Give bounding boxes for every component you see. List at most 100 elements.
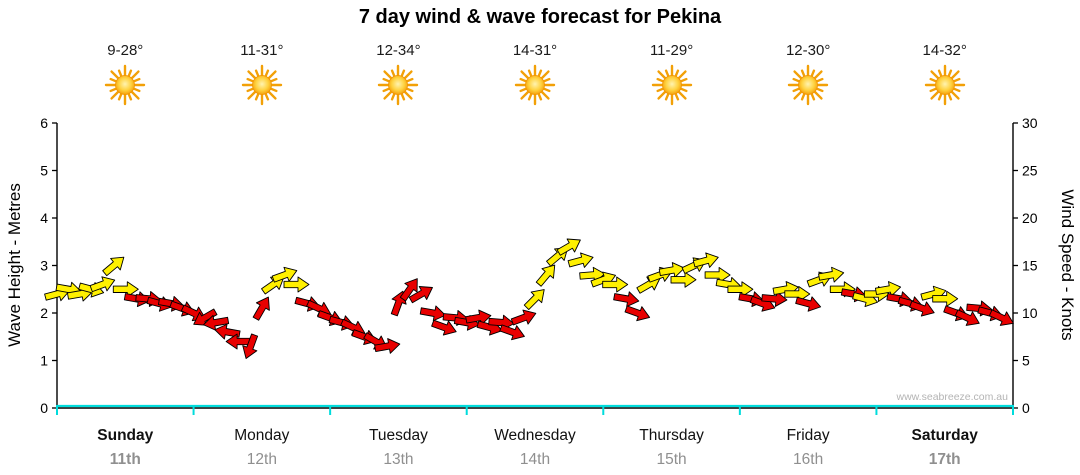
sun-ray <box>793 70 803 80</box>
x-axis-day-labels: Sunday 11th Monday 12th Tuesday 13th Wednesday… <box>97 427 978 468</box>
sun-ray <box>676 90 687 100</box>
day-date-label: 11th <box>110 451 141 468</box>
wind-arrow <box>408 286 433 304</box>
sun-icon <box>651 64 692 106</box>
sun-ray <box>246 87 255 93</box>
sun-ray <box>815 77 824 83</box>
sun-ray <box>542 77 551 83</box>
sun-ray <box>673 69 679 78</box>
wind-arrow <box>727 281 754 298</box>
sun-icon <box>378 64 419 106</box>
wind-arrow <box>636 276 661 294</box>
wind-arrow <box>261 276 285 295</box>
sun-core <box>251 75 272 95</box>
sun-ray <box>382 77 392 83</box>
sun-ray <box>110 90 121 100</box>
day-name-label: Sunday <box>97 427 153 444</box>
sun-ray <box>520 70 530 80</box>
wind-arrow <box>252 296 270 321</box>
sun-ray <box>127 92 133 101</box>
day-date-label: 15th <box>656 451 686 468</box>
left-axis-title: Wave Height - Metres <box>5 183 24 347</box>
wind-arrow <box>112 281 139 298</box>
sun-ray <box>951 77 961 83</box>
day-date-label: 17th <box>929 451 961 468</box>
sun-ray <box>391 69 397 78</box>
sun-ray <box>801 69 806 78</box>
sun-ray <box>110 70 121 80</box>
right-axis-tick-label: 0 <box>1022 400 1030 416</box>
sun-ray <box>815 87 824 93</box>
left-axis-tick-label: 6 <box>40 115 48 131</box>
sun-ray <box>519 87 528 93</box>
sun-ray <box>540 70 550 80</box>
sun-ray <box>254 69 260 78</box>
sun-ray <box>678 87 688 93</box>
sun-ray <box>118 92 124 101</box>
right-axis-tick-label: 15 <box>1022 258 1038 274</box>
wind-arrow <box>818 266 845 283</box>
sun-icon <box>105 64 146 106</box>
wind-arrow <box>761 291 788 307</box>
wind-arrow <box>784 286 811 302</box>
sun-ray <box>656 77 665 83</box>
sun-ray <box>267 70 277 80</box>
sun-ray <box>813 70 823 80</box>
sun-ray <box>946 69 952 78</box>
sun-ray <box>542 87 551 93</box>
wind-arrow <box>214 323 241 340</box>
sun-ray <box>527 92 533 101</box>
wind-arrow <box>89 276 116 293</box>
wind-arrow <box>988 309 1014 326</box>
wind-arrow <box>499 324 525 341</box>
day-temp: 14-32° <box>922 42 967 59</box>
left-axis-tick-label: 0 <box>40 400 48 416</box>
sun-ray <box>130 70 140 80</box>
wind-arrow <box>535 264 556 287</box>
sun-ray <box>810 69 816 78</box>
sun-ray <box>254 92 260 101</box>
wind-arrow <box>271 266 298 283</box>
day-temp: 12-34° <box>376 42 421 59</box>
wind-arrow <box>419 305 446 322</box>
wind-arrow <box>874 281 902 297</box>
sun-ray <box>132 77 141 83</box>
day-temp: 12-30° <box>785 42 831 59</box>
sun-ray <box>127 69 133 78</box>
sun-ray <box>664 92 670 101</box>
right-axis-tick-label: 20 <box>1022 210 1038 226</box>
sun-ray <box>383 90 394 100</box>
sun-icon <box>241 64 283 106</box>
sun-ray <box>929 77 938 83</box>
sun-ray <box>792 87 802 93</box>
left-axis-tick-label: 4 <box>40 210 48 226</box>
wind-arrow <box>556 238 581 256</box>
wind-arrow <box>283 276 310 293</box>
day-temp: 14-31° <box>512 42 558 59</box>
wind-arrow <box>704 267 731 283</box>
sun-ray <box>400 92 406 101</box>
sun-ray <box>391 92 397 101</box>
sun-ray <box>949 90 960 100</box>
day-date-label: 13th <box>383 451 413 468</box>
wind-arrow <box>193 308 218 326</box>
sun-ray <box>118 69 124 78</box>
sun-ray <box>383 70 394 80</box>
sun-ray <box>403 90 414 100</box>
sun-ray <box>930 90 940 100</box>
day-temp: 9-28° <box>107 42 144 59</box>
sun-icon <box>514 64 556 106</box>
sun-core <box>934 75 955 95</box>
sun-ray <box>540 90 550 100</box>
watermark: www.seabreeze.com.au <box>896 391 1009 403</box>
sun-ray <box>946 92 952 101</box>
day-temp: 11-29° <box>649 42 694 59</box>
sun-icon <box>787 64 829 106</box>
wind-arrow <box>795 296 822 312</box>
sun-ray <box>656 87 665 93</box>
sun-ray <box>537 92 543 101</box>
sun-ray <box>793 90 803 100</box>
sun-ray <box>405 77 414 83</box>
wind-arrow <box>203 315 230 331</box>
